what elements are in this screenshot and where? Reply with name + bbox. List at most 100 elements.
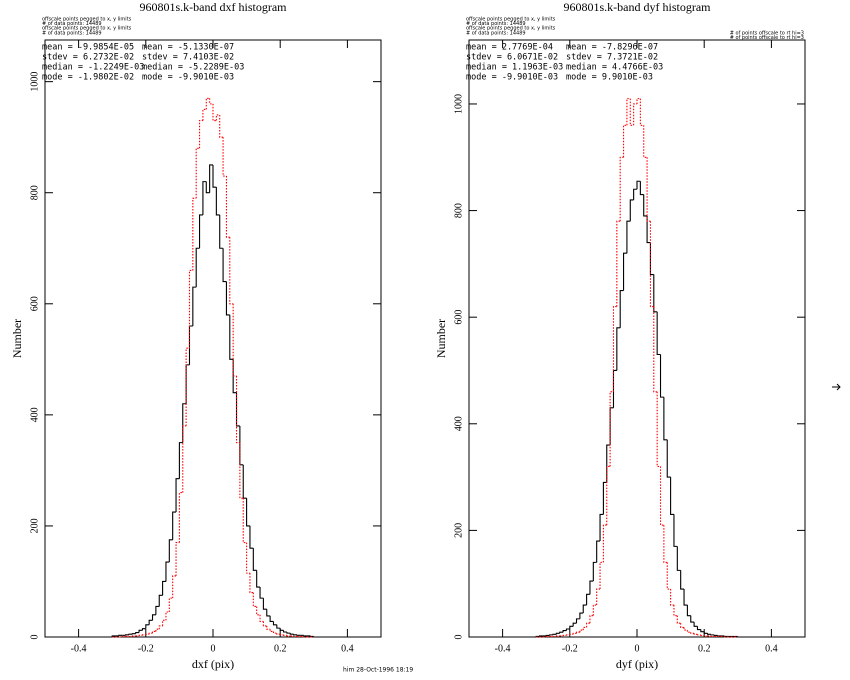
histogram-step [118,634,123,636]
histogram-step [666,439,671,478]
histogram-step [239,442,244,499]
y-tick-label: 800 [453,203,464,218]
histogram-step [579,629,584,633]
histogram-step [575,631,580,634]
histogram-step [683,589,688,606]
x-tick-label: -0.4 [71,643,87,654]
stat: mean = 2.7769E-04 [466,43,553,53]
histogram-step [168,597,173,613]
histogram-step [592,561,597,582]
histogram-step [205,181,210,194]
offscale-arrow [832,383,841,391]
chart: 960801s.k-band dxf histogram offscale poi… [10,0,382,671]
stat: mode = -1.9802E-02 [42,73,134,83]
histogram-step [653,274,658,313]
histogram-step [700,629,705,633]
y-tick-label: 200 [453,523,464,538]
x-tick-label: 0.4 [765,643,778,654]
histogram-step [582,604,587,614]
histogram-step [639,181,644,196]
histogram-step [663,397,668,441]
histogram-step [623,124,627,158]
x-axis-label: dxf (pix) [192,657,234,671]
histogram-step [643,194,648,217]
histogram-step [589,580,594,595]
histogram-step [222,248,227,283]
histogram-step [202,108,207,121]
x-tick-label: -0.2 [138,643,154,654]
stat: stdev = 7.3721E-02 [566,53,658,63]
histogram-step [158,594,163,607]
histogram-step [266,609,271,617]
histogram-step [246,542,250,574]
histogram-step [155,628,160,632]
histogram-step [246,498,250,527]
note: # of data points: 14489 [466,30,526,36]
histogram-step [696,634,701,636]
histogram-step [293,635,297,637]
histogram-step [633,188,637,200]
histogram-step [195,247,200,288]
stat: mode = 9.9010E-03 [566,73,653,83]
histogram-step [235,375,240,444]
histogram-step [121,635,126,637]
y-tick-label: 400 [453,416,464,431]
histogram-step [656,391,661,467]
y-axis-label: Number [10,319,24,358]
histogram-step [602,481,607,515]
note: offscale points pegged to x, y limits [42,26,132,32]
histogram-step [636,180,641,190]
histogram-step [552,633,557,635]
histogram-step [178,442,183,479]
histogram-step [252,548,257,571]
histogram-step [252,592,257,608]
histogram-step [195,147,200,199]
histogram-step [602,524,607,563]
histogram-step [192,197,197,271]
histogram-step [673,514,678,547]
histogram-step [266,625,271,630]
histogram-step [562,630,567,633]
histogram-step [232,303,237,377]
histogram-step [283,630,287,633]
note: # of data points: 14489 [466,21,526,27]
histogram-step [128,633,133,635]
y-tick-label: 600 [453,310,464,325]
x-axis-label: dyf (pix) [616,657,658,671]
histogram-step [723,635,728,638]
histogram-step [215,187,220,216]
histogram-step [646,215,651,244]
histogram-step [619,156,624,222]
histogram-step [565,634,570,636]
chart-title: 960801s.k-band dyf histogram [564,0,712,14]
histogram-step [276,633,281,635]
histogram-step [138,634,143,636]
histogram-step [717,635,721,637]
stat: median = -5.2289E-03 [142,63,244,73]
histogram-step [649,242,654,276]
histogram-step [222,137,227,177]
y-tick-label: 200 [29,518,40,533]
histogram-step [633,103,637,126]
histogram-step [145,624,150,629]
histogram-step [710,635,715,638]
histogram-step [168,539,173,563]
histogram-step [569,625,574,630]
histogram-step [703,635,708,637]
histogram-step [609,391,614,467]
x-tick-label: 0.4 [341,643,354,654]
histogram-step [178,492,183,543]
histogram-step [693,622,698,627]
histogram-step [686,605,691,617]
histogram-step [592,604,597,616]
note: offscale points pegged to x, y limits [466,26,556,32]
y-tick-label: 800 [29,185,40,200]
histogram-step [212,103,217,122]
histogram-step [279,634,284,636]
histogram-step [205,97,210,110]
histogram-step [646,157,651,222]
stat: stdev = 6.2732E-02 [42,53,134,63]
x-tick-label: 0.2 [698,643,711,654]
histogram-step [579,612,584,619]
